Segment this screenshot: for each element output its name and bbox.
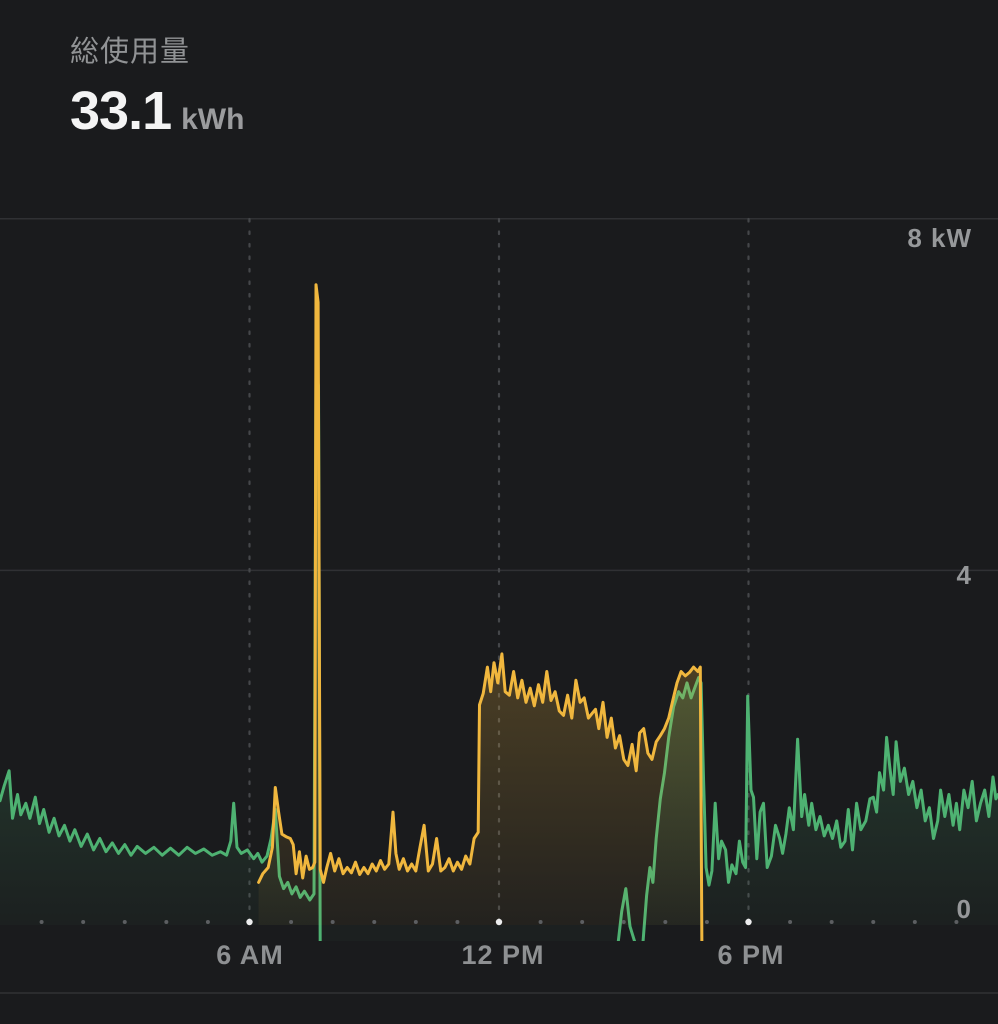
x-axis-label-6am: 6 AM (216, 940, 284, 970)
chart-gridlines (0, 217, 998, 924)
chart-tick-dots (39, 918, 959, 926)
x-axis-label-12pm: 12 PM (461, 940, 545, 970)
x-axis-label-6pm: 6 PM (717, 940, 785, 970)
usage-value: 33.1 (70, 81, 172, 141)
chart-series (0, 283, 998, 941)
usage-title: 総使用量 (70, 36, 191, 68)
usage-header: 総使用量 33.1 kWh (70, 28, 244, 138)
usage-value-row: 33.1 kWh (70, 84, 244, 138)
y-axis-label-8kw: 8 kW (907, 223, 972, 253)
y-axis-label-0: 0 (956, 894, 972, 924)
y-axis-label-4: 4 (956, 560, 972, 590)
usage-unit: kWh (181, 103, 245, 136)
